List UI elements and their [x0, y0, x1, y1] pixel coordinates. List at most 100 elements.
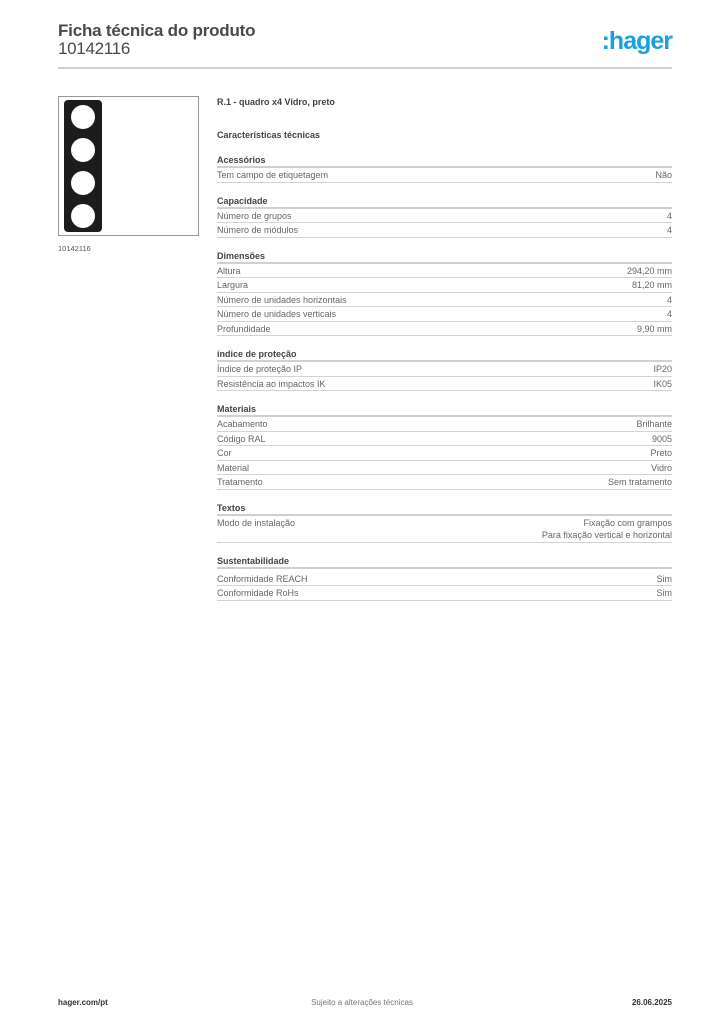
spec-label: Tratamento — [217, 477, 263, 487]
specs-title: Características técnicas — [217, 130, 321, 140]
spec-value-line: Brilhante — [636, 419, 672, 429]
page-title: Ficha técnica do produto — [58, 21, 256, 40]
spec-row: Conformidade RoHs Sim — [217, 586, 672, 601]
header-divider — [58, 67, 672, 69]
spec-label: Altura — [217, 265, 241, 276]
spec-label: Profundidade — [217, 323, 271, 334]
section-heading: Capacidade — [217, 195, 672, 209]
spec-label: Conformidade RoHs — [217, 588, 299, 598]
spec-value-line: Sem tratamento — [607, 477, 672, 487]
product-frame-icon — [64, 100, 102, 232]
spec-sections: Acessórios Tem campo de etiquetagem Não Cap… — [217, 154, 672, 601]
spec-value-line: 9005 — [651, 433, 672, 444]
hager-logo: :hager — [601, 27, 673, 55]
spec-value: Sem tratamento — [608, 476, 672, 489]
spec-value: Brilhante — [636, 418, 672, 431]
spec-label: Número de unidades horizontais — [217, 294, 347, 305]
section-heading: Dimensões — [217, 250, 672, 264]
spec-row: Cor Preto — [217, 446, 672, 461]
spec-label: Acabamento — [217, 419, 268, 429]
section-heading: Sustentabilidade — [217, 555, 672, 569]
spec-value-line: 4 — [666, 210, 672, 221]
spec-value-line: IP20 — [653, 364, 672, 374]
spec-label: Cor — [217, 448, 232, 458]
spec-value: 4 — [667, 308, 672, 321]
spec-section: índice de proteção Índice de proteção IP I… — [217, 348, 672, 391]
spec-value: IK05 — [653, 378, 672, 391]
spec-label: Largura — [217, 280, 249, 290]
spec-value-line: Para fixação vertical e horizontal — [541, 530, 672, 540]
spec-row: Acabamento Brilhante — [217, 417, 672, 432]
spec-value: IP20 — [653, 363, 672, 376]
spec-value: Preto — [650, 447, 672, 460]
product-number: 10142116 — [58, 39, 130, 58]
spec-value: Não — [655, 169, 672, 182]
spec-section: Capacidade Número de grupos 4 Número de mód… — [217, 195, 672, 238]
spec-row: Resistência ao impactos IK IK05 — [217, 377, 672, 391]
spec-row: Número de unidades verticais 4 — [217, 307, 672, 322]
spec-value-line: 81,20 mm — [631, 280, 672, 290]
spec-label: Número de unidades verticais — [217, 309, 337, 319]
spec-label: Tem campo de etiquetagem — [217, 170, 329, 180]
spec-label: Conformidade REACH — [217, 573, 308, 584]
spec-row: Conformidade REACH Sim — [217, 572, 673, 586]
spec-row: Código RAL 9005 — [217, 432, 672, 446]
spec-row: Número de grupos 4 — [217, 209, 672, 223]
spec-label: Índice de proteção IP — [217, 364, 303, 374]
spec-row: Profundidade 9,90 mm — [217, 322, 672, 336]
spec-row: Material Vidro — [217, 461, 672, 475]
spec-section: Sustentabilidade Conformidade REACH Sim Con… — [217, 555, 672, 601]
spec-value: Vidro — [651, 462, 672, 475]
section-heading: Textos — [217, 502, 672, 516]
spec-value-line: Sim — [656, 588, 673, 598]
spec-value-line: Preto — [650, 448, 672, 458]
spec-row: Modo de instalação Fixação com grampos Par… — [217, 516, 672, 543]
spec-label: Resistência ao impactos IK — [217, 378, 326, 389]
spec-value-line: 9,90 mm — [636, 323, 672, 334]
spec-value: 294,20 mm — [627, 265, 672, 278]
image-caption: 10142116 — [58, 244, 91, 253]
spec-value: 81,20 mm — [632, 279, 672, 292]
spec-value-line: Fixação com grampos — [583, 517, 672, 528]
footer-date: 26.06.2025 — [631, 998, 672, 1007]
spec-label: Material — [217, 462, 250, 473]
spec-label: Número de módulos — [217, 225, 299, 235]
spec-value: Sim — [657, 587, 673, 600]
spec-row: Índice de proteção IP IP20 — [217, 362, 672, 377]
spec-value: 4 — [667, 294, 672, 307]
spec-row: Largura 81,20 mm — [217, 278, 672, 293]
spec-value-line: Sim — [656, 573, 673, 584]
footer-website[interactable]: hager.com/pt — [58, 998, 108, 1007]
spec-value: 4 — [667, 210, 672, 223]
spec-row: Tratamento Sem tratamento — [217, 475, 672, 490]
spec-section: Dimensões Altura 294,20 mm Largura 81,20 mm N… — [217, 250, 672, 336]
section-heading: Acessórios — [217, 154, 672, 168]
spec-label: Modo de instalação — [217, 517, 296, 528]
footer-note: Sujeito a alterações técnicas — [311, 998, 413, 1007]
spec-label: Número de grupos — [217, 210, 292, 221]
section-heading: Materiais — [217, 403, 672, 417]
spec-row: Número de módulos 4 — [217, 223, 672, 238]
spec-value-line: 4 — [666, 309, 672, 319]
spec-value: 9,90 mm — [637, 323, 672, 336]
specs-column: R.1 - quadro x4 Vidro, preto Característ… — [217, 95, 672, 601]
spec-section: Acessórios Tem campo de etiquetagem Não — [217, 154, 672, 183]
spec-value: Sim — [657, 573, 673, 586]
spec-value-line: 4 — [666, 225, 672, 235]
spec-value: 9005 — [652, 433, 672, 446]
spec-value-line: Não — [655, 170, 672, 180]
product-image — [58, 96, 199, 236]
spec-value: Fixação com grampos Para fixação vertical… — [542, 517, 672, 542]
spec-section: Textos Modo de instalação Fixação com gram… — [217, 502, 672, 543]
spec-value: 4 — [667, 224, 672, 237]
spec-row: Altura 294,20 mm — [217, 264, 672, 278]
spec-value-line: 4 — [666, 294, 672, 305]
spec-value-line: IK05 — [653, 378, 672, 389]
spec-section: Materiais Acabamento Brilhante Código RAL 90… — [217, 403, 672, 490]
spec-value-line: 294,20 mm — [626, 265, 672, 276]
spec-row: Número de unidades horizontais 4 — [217, 293, 672, 307]
spec-value-line: Vidro — [651, 462, 672, 473]
section-heading: índice de proteção — [217, 348, 672, 362]
product-name: R.1 - quadro x4 Vidro, preto — [217, 97, 335, 107]
spec-row: Tem campo de etiquetagem Não — [217, 168, 672, 183]
